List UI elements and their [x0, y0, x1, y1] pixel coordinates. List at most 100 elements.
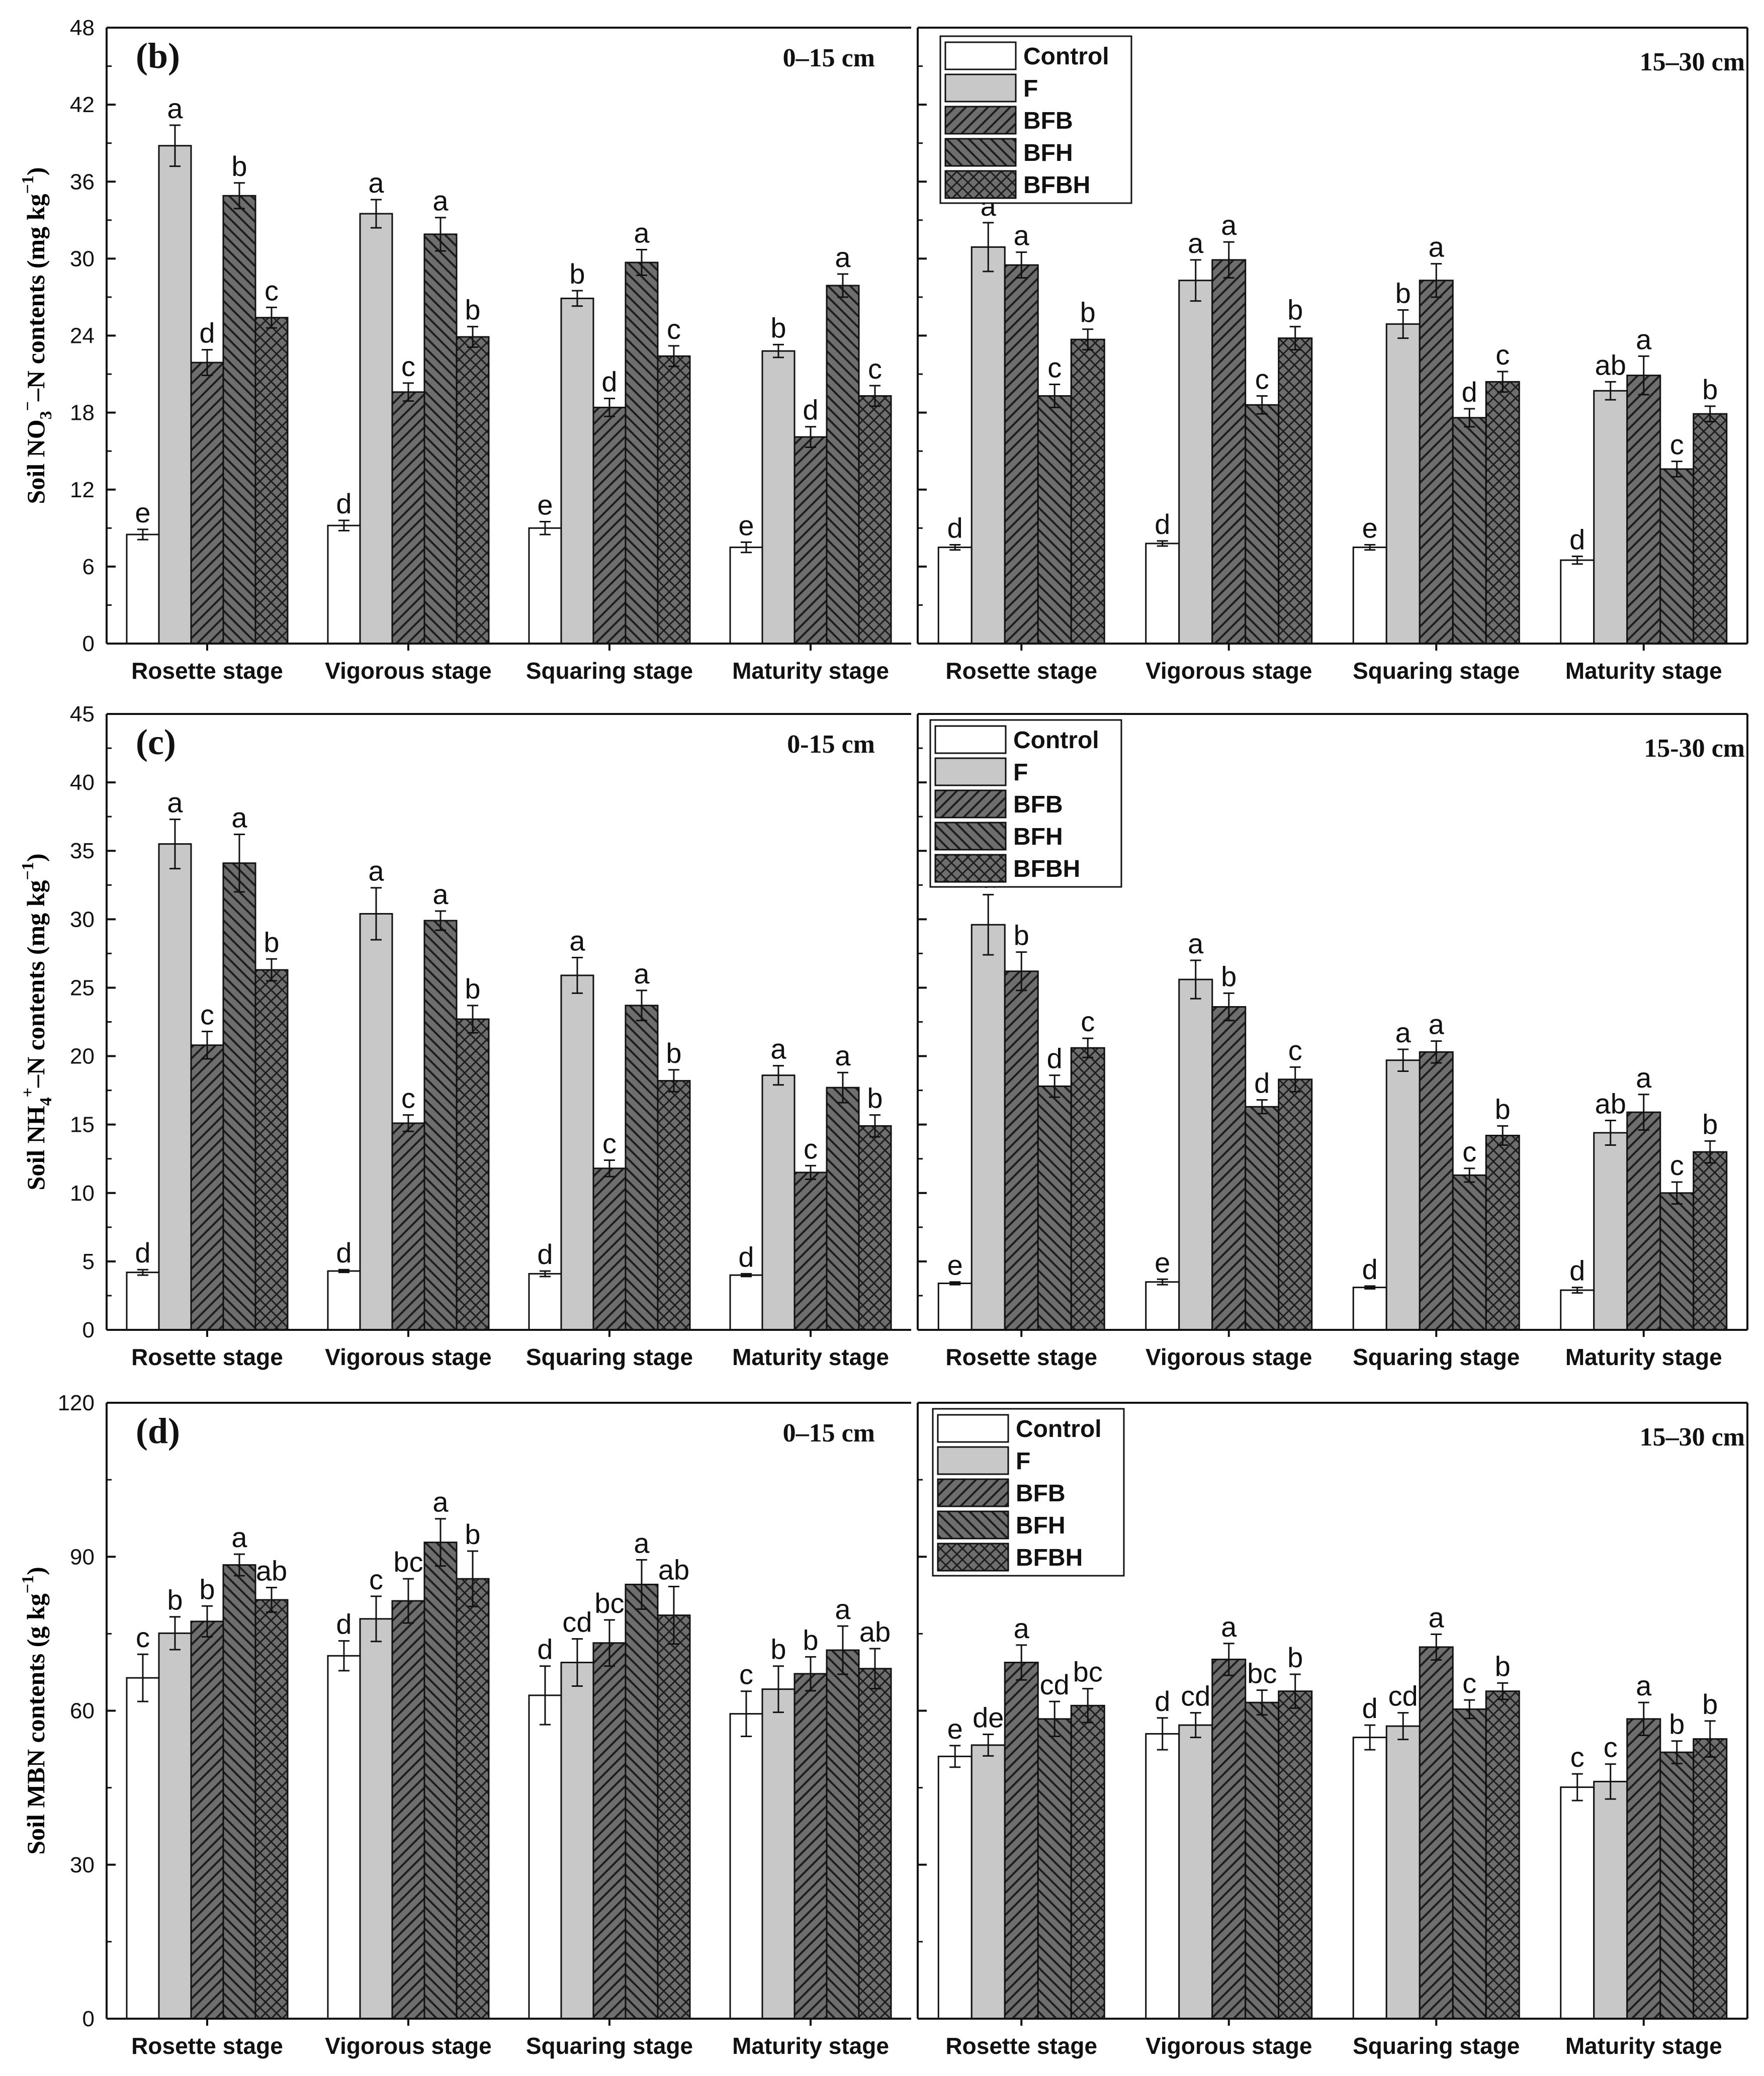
significance-letter: bc: [393, 1546, 423, 1578]
error-bar: [869, 385, 880, 407]
significance-letter: b: [569, 258, 585, 290]
significance-letter: b: [867, 1082, 883, 1114]
significance-letter: c: [804, 1133, 818, 1164]
bar-bfb: [592, 406, 627, 645]
error-bar: [234, 1553, 245, 1577]
bar-bfbh: [1278, 337, 1313, 645]
y-tick-label: 45: [70, 702, 95, 727]
error-bar: [540, 1270, 551, 1278]
depth-label: 0–15 cm: [783, 44, 875, 72]
bar-bfb: [592, 1167, 627, 1331]
significance-letter: cd: [1040, 1669, 1070, 1700]
significance-letter: b: [666, 1037, 681, 1069]
bar-f: [761, 350, 796, 645]
significance-letter: e: [947, 1249, 963, 1281]
significance-letter: c: [1288, 1034, 1302, 1066]
bar-f: [1178, 280, 1213, 645]
significance-letter: c: [264, 275, 279, 306]
error-bar: [1049, 383, 1061, 408]
error-bar: [234, 834, 245, 893]
error-bar: [202, 1605, 213, 1638]
significance-letter: c: [200, 999, 214, 1031]
significance-letter: d: [199, 317, 215, 349]
significance-letter: b: [231, 150, 247, 182]
error-bar: [169, 124, 181, 167]
error-bar: [1289, 1066, 1301, 1093]
error-bar: [1157, 1717, 1168, 1751]
significance-letter: b: [1702, 374, 1718, 405]
bar-bfb: [1626, 1718, 1661, 2020]
error-bar: [403, 1114, 414, 1132]
x-tick-label: Maturity stage: [732, 658, 889, 684]
significance-letter: b: [263, 926, 279, 958]
significance-letter: c: [1047, 351, 1062, 383]
x-tick-label: Squaring stage: [1353, 1344, 1520, 1370]
error-bar: [371, 887, 382, 941]
error-bar: [1464, 408, 1475, 428]
bar-bfh: [625, 1583, 659, 2020]
bar-control: [1352, 547, 1387, 645]
significance-letter: b: [1495, 1093, 1511, 1125]
error-bar: [1364, 544, 1376, 551]
error-bar: [869, 1648, 880, 1690]
error-bar: [467, 326, 478, 348]
significance-letter: b: [1495, 1650, 1511, 1682]
significance-letter: d: [1254, 1067, 1270, 1099]
error-bar: [1571, 1773, 1583, 1801]
significance-letter: d: [1362, 1253, 1378, 1285]
error-bar: [1157, 1278, 1168, 1286]
error-bar: [435, 910, 446, 931]
significance-letter: b: [1221, 960, 1237, 992]
bar-f: [1385, 323, 1421, 645]
bar-bfh: [423, 1542, 458, 2020]
significance-letter: ab: [658, 1554, 689, 1585]
y-tick-label: 25: [70, 975, 95, 1000]
bar-bfbh: [1693, 1738, 1728, 2020]
error-bar: [604, 398, 615, 417]
significance-letter: d: [1155, 508, 1170, 540]
x-tick-label: Rosette stage: [131, 658, 283, 684]
bar-bfb: [391, 1122, 425, 1331]
bar-bfb: [592, 1642, 627, 2020]
significance-letter: b: [1287, 1642, 1303, 1673]
significance-letter: a: [770, 1033, 786, 1065]
bar-bfb: [1211, 1658, 1247, 2020]
y-tick-label: 15: [70, 1113, 95, 1137]
error-bar: [1082, 1037, 1094, 1058]
significance-letter: d: [336, 1237, 351, 1269]
depth-label: 15–30 cm: [1640, 48, 1745, 76]
x-tick-label: Rosette stage: [131, 2033, 283, 2059]
y-tick-label: 0: [82, 2007, 95, 2031]
legend-label: F: [1013, 759, 1028, 786]
bar-bfh: [423, 233, 458, 645]
significance-letter: e: [1362, 512, 1378, 544]
significance-letter: d: [947, 512, 963, 544]
error-bar: [435, 1518, 446, 1567]
significance-letter: a: [569, 925, 585, 957]
y-axis-label: Soil MBN contents (g kg−1): [19, 1567, 50, 1855]
error-bar: [467, 1005, 478, 1034]
bar-f: [359, 1618, 393, 2020]
x-tick-label: Squaring stage: [526, 2033, 693, 2059]
bar-bfbh: [1278, 1690, 1313, 2020]
error-bar: [741, 1690, 752, 1738]
bar-bfh: [1452, 1174, 1487, 1331]
error-bar: [636, 1559, 647, 1610]
error-bar: [805, 1164, 816, 1181]
significance-letter: bc: [1073, 1656, 1103, 1688]
x-tick-label: Squaring stage: [526, 1344, 693, 1370]
y-tick-label: 6: [82, 555, 95, 579]
depth-label: 15-30 cm: [1644, 734, 1745, 763]
y-tick-label: 40: [70, 770, 95, 795]
bar-bfbh: [858, 395, 892, 645]
bar-f: [971, 1744, 1006, 2020]
significance-letter: e: [1155, 1246, 1170, 1278]
significance-letter: d: [336, 1608, 351, 1640]
significance-letter: a: [634, 958, 650, 989]
x-tick-label: Maturity stage: [1565, 1344, 1722, 1370]
bar-bfbh: [1485, 381, 1520, 645]
legend-swatch: [934, 757, 1007, 786]
bar-bfbh: [1693, 413, 1728, 645]
bar-f: [560, 974, 594, 1331]
